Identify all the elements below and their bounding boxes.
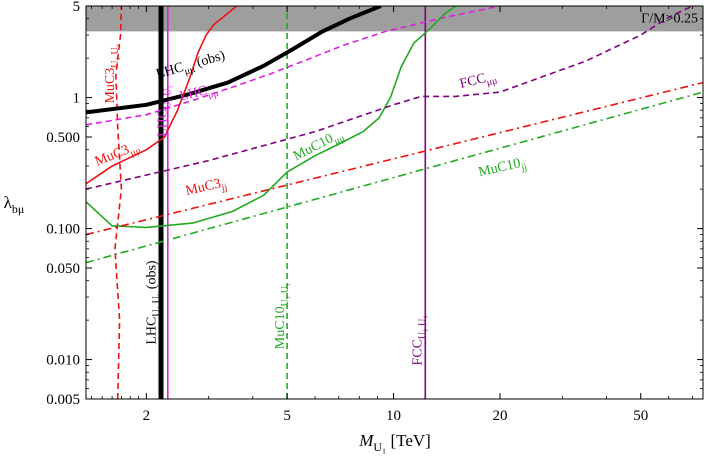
y-tick-label: 0.100 — [46, 222, 80, 238]
plot-frame — [85, 5, 704, 400]
series-label-lhc-uu-obs: LHCU₁ U₁ (obs) — [144, 260, 162, 345]
series-line-fcc-mumu — [86, 6, 693, 190]
series-layer — [86, 6, 703, 399]
series-line-muc10-mumu — [86, 6, 457, 229]
series-line-lhc-mumu-exp — [86, 6, 501, 126]
series-line-muc3-mumu — [86, 6, 238, 185]
series-label-fcc-uu: FCCU₁ U₁ — [411, 315, 429, 365]
y-tick-label: 0.050 — [46, 261, 80, 277]
series-label-muc10-uu: MuC10U₁ U₁ — [273, 282, 291, 349]
series-line-lhc-mumu-obs — [86, 6, 382, 115]
y-tick-label: 0.010 — [46, 353, 80, 369]
x-tick-label: 50 — [633, 408, 648, 424]
series-line-muc3-uu — [114, 6, 123, 399]
y-tick-label: 0.500 — [46, 130, 80, 146]
y-axis-label: λbμ — [4, 193, 25, 216]
x-tick-label: 5 — [283, 408, 291, 424]
y-tick-label: 1 — [73, 91, 81, 107]
y-tick-label: 0.005 — [46, 392, 80, 408]
series-line-muc3-jj — [86, 81, 703, 236]
shaded-region — [86, 6, 703, 32]
x-axis-label: MU₁ [TeV] — [358, 431, 431, 454]
axis-layer: 2 5 10 20 50 0.005 0.010 0.050 0.100 0.500 1 5 — [46, 0, 703, 424]
series-label-lhc-mumu-exp: LHCμμ — [178, 81, 220, 107]
series-label-lhc-uu-exp: LHCU₁ U₁ — [155, 85, 173, 137]
x-tick-label: 10 — [386, 408, 401, 424]
shaded-region-label: Γ/M>0.25 — [641, 11, 698, 26]
y-tick-label: 5 — [73, 0, 81, 15]
series-label-fcc-mumu: FCCμμ — [458, 68, 498, 94]
x-tick-label: 2 — [143, 408, 151, 424]
plot-area — [86, 6, 703, 399]
series-label-muc3-uu: MuC3U₁ U₁ — [103, 44, 121, 104]
x-tick-label: 20 — [493, 408, 508, 424]
